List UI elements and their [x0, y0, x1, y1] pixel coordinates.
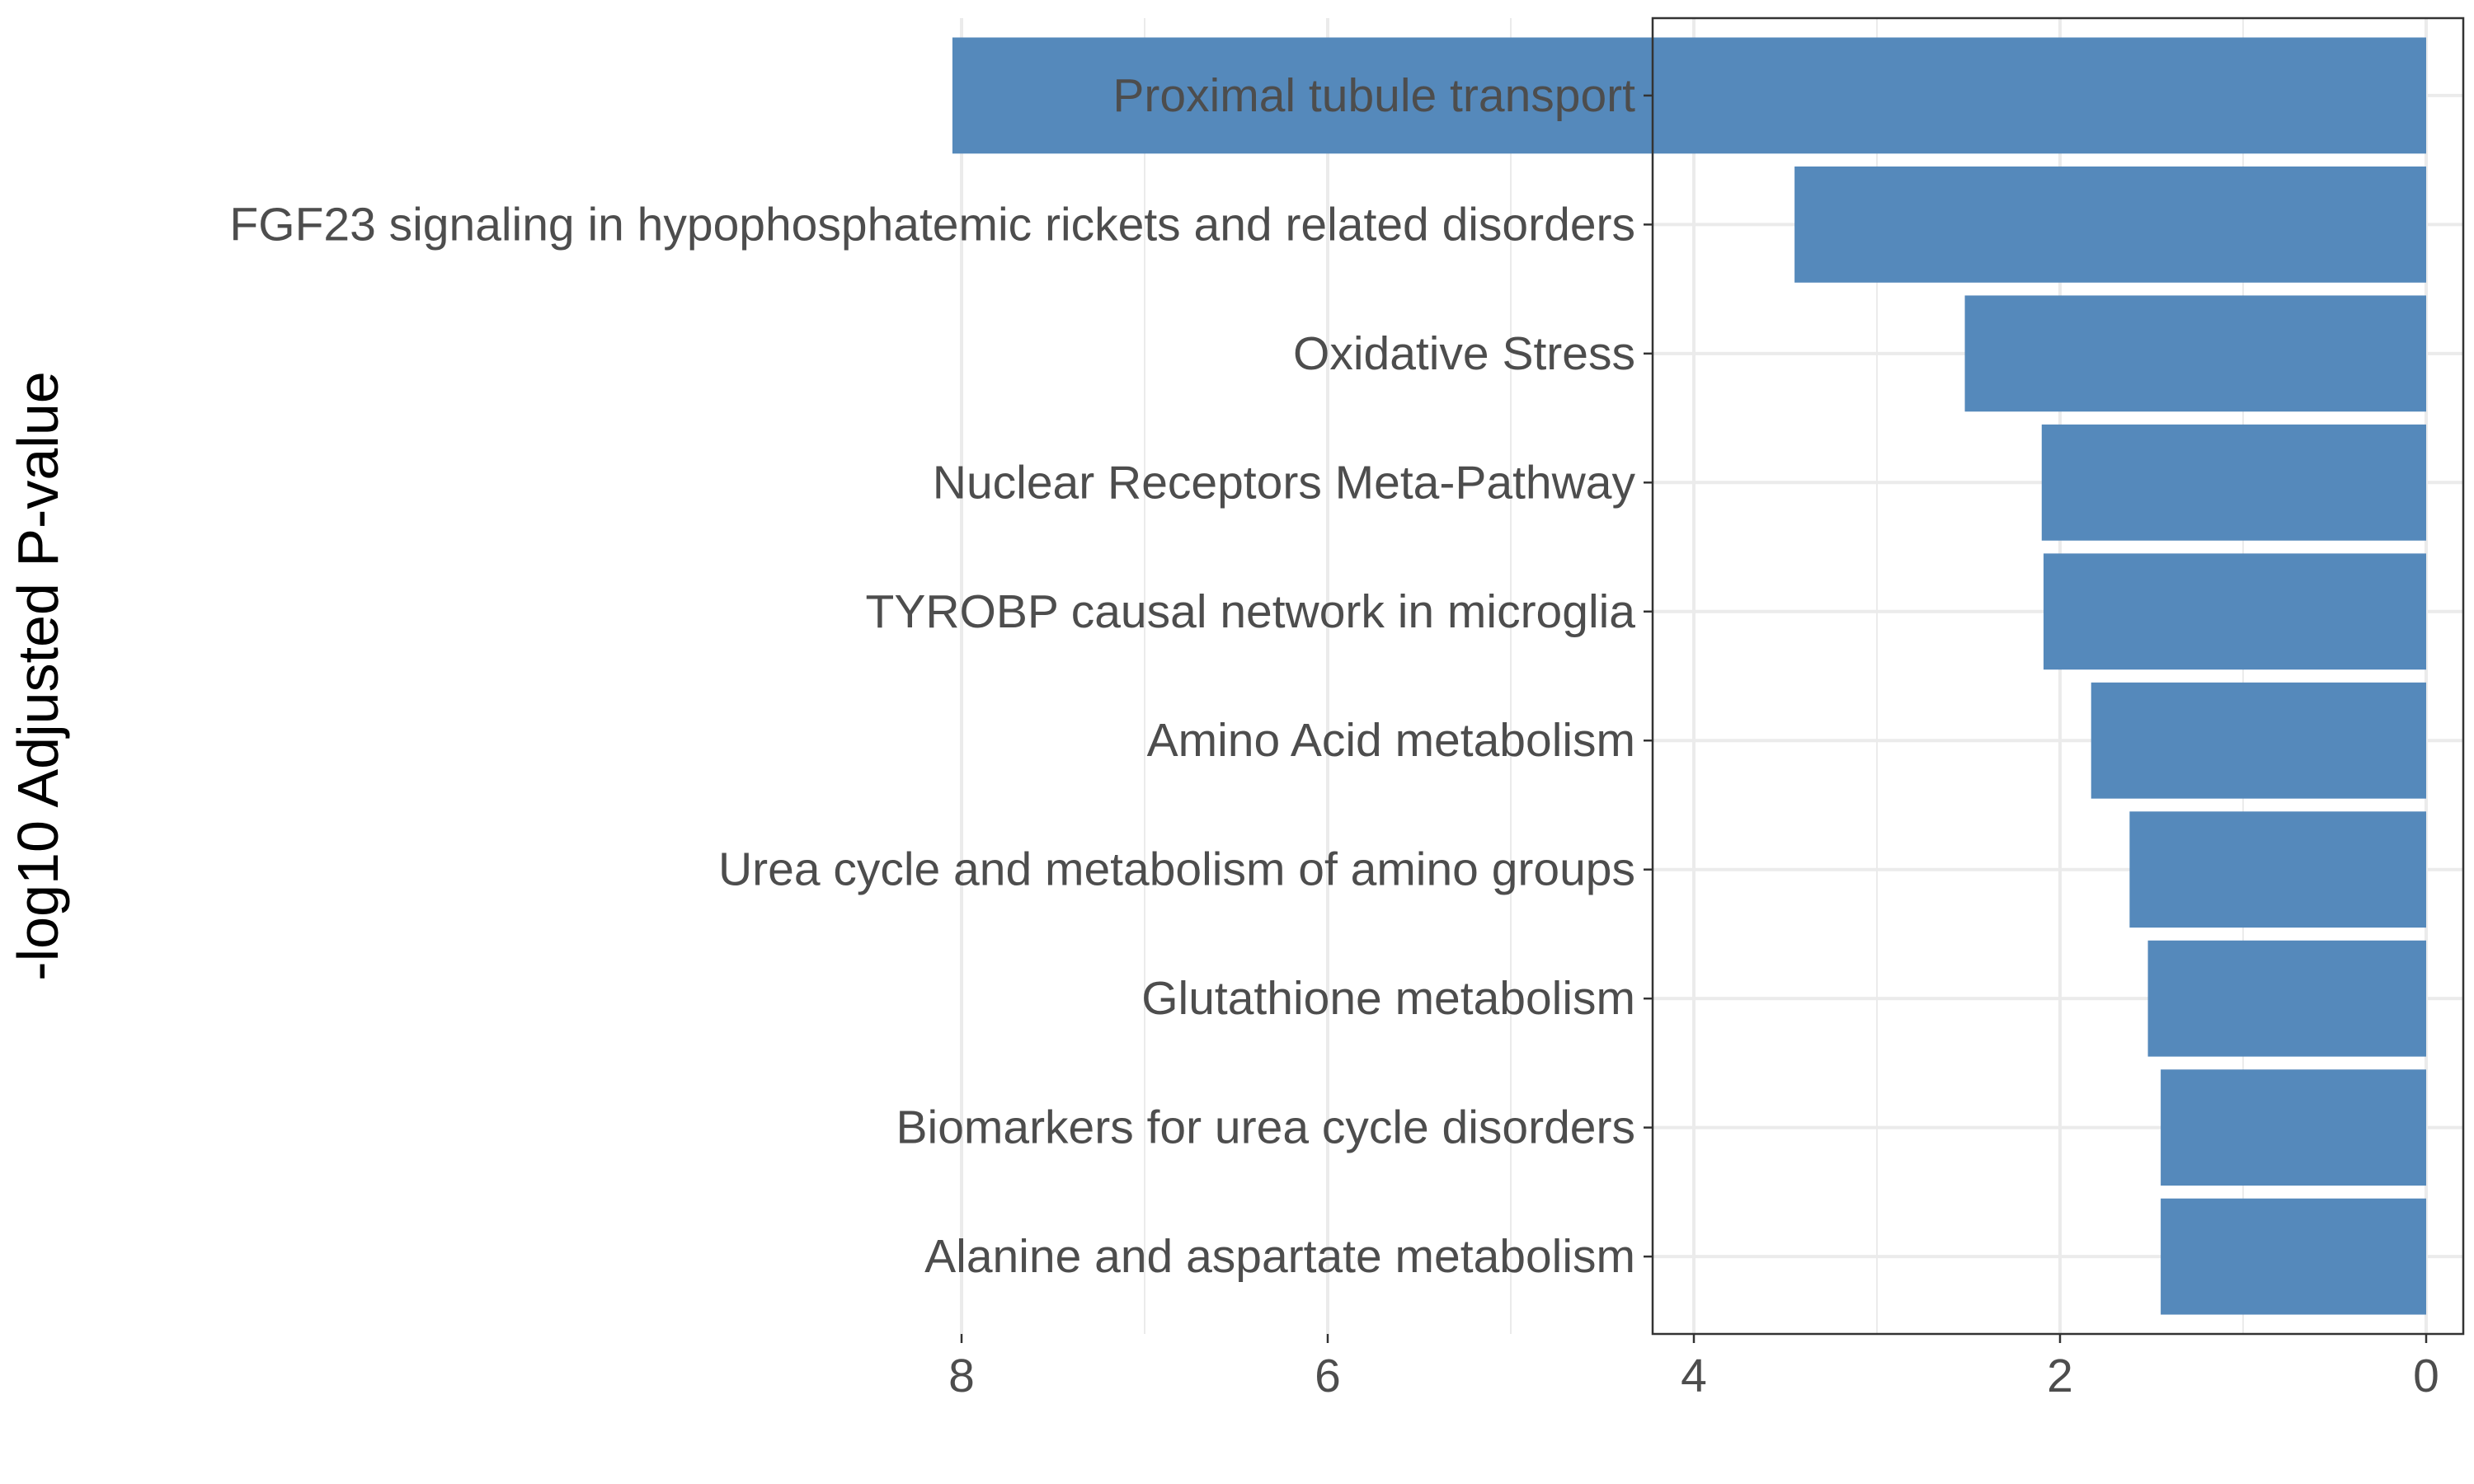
bar — [2041, 424, 2426, 541]
bar — [2129, 811, 2426, 928]
y-axis-ticks — [1644, 94, 1653, 1258]
category-label: Amino Acid metabolism — [1147, 714, 1635, 767]
bar — [2161, 1198, 2426, 1315]
bar — [2044, 553, 2426, 670]
category-label: FGF23 signaling in hypophosphatemic rick… — [229, 198, 1635, 251]
bar — [1964, 295, 2426, 412]
category-label: TYROBP causal network in microglia — [866, 585, 1636, 638]
panel-border — [1651, 16, 2465, 1336]
x-tick-labels: 8 6 4 2 0 — [948, 1350, 2439, 1402]
x-tick-label: 2 — [2047, 1350, 2073, 1402]
x-tick-label: 8 — [948, 1350, 975, 1402]
bars — [952, 37, 2426, 1315]
x-tick-label: 4 — [1681, 1350, 1707, 1402]
bar — [1794, 166, 2426, 283]
x-tick-label: 0 — [2413, 1350, 2439, 1402]
x-tick-label: 6 — [1315, 1350, 1341, 1402]
category-label: Biomarkers for urea cycle disorders — [896, 1101, 1635, 1154]
bar — [952, 37, 2426, 154]
bar — [2161, 1069, 2426, 1186]
bar — [2091, 682, 2426, 799]
y-axis-title: -log10 Adjusted P-value — [6, 371, 70, 980]
category-label: Nuclear Receptors Meta-Pathway — [933, 456, 1636, 509]
x-axis-ticks — [960, 1334, 2428, 1343]
category-label: Glutathione metabolism — [1141, 972, 1635, 1025]
bar — [2147, 940, 2426, 1057]
category-label: Oxidative Stress — [1293, 327, 1635, 380]
category-label: Proximal tubule transport — [1112, 69, 1635, 122]
category-labels: Proximal tubule transport FGF23 signaling… — [229, 69, 1635, 1283]
category-label: Alanine and aspartate metabolism — [924, 1230, 1635, 1283]
category-label: Urea cycle and metabolism of amino group… — [718, 843, 1635, 896]
